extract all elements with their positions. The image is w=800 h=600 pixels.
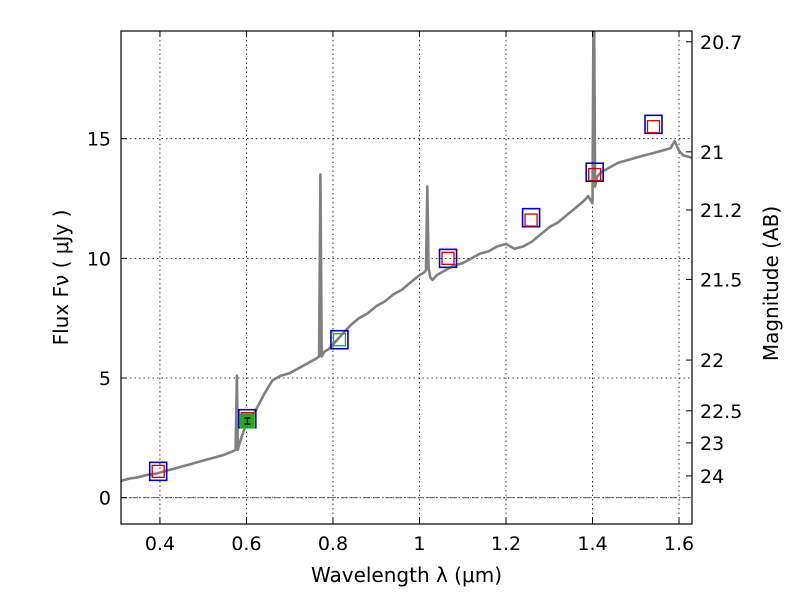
model-spectrum-line <box>121 31 692 483</box>
right-tick-label: 21.5 <box>700 269 742 291</box>
grid-lines <box>121 31 692 524</box>
model-point <box>151 464 165 478</box>
y-tick-label: 0 <box>99 488 111 510</box>
model-point <box>588 167 602 182</box>
right-tick-label: 24 <box>700 466 724 488</box>
right-tick-label: 22.5 <box>700 401 742 423</box>
observed-point <box>148 461 168 482</box>
plot-frame <box>120 30 693 525</box>
tick-labels: 0.4 0.6 0.8 1 1.2 1.4 1.6 0 5 10 15 20.7 21 21.2 21.5 2… <box>87 32 743 555</box>
x-axis-label: Wavelength λ (μm) <box>311 563 502 587</box>
x-tick-label: 0.4 <box>145 533 175 555</box>
y-tick-label: 10 <box>87 248 111 270</box>
observed-point <box>438 248 458 269</box>
right-tick-label: 21.2 <box>700 200 742 222</box>
right-tick-label: 22 <box>700 350 724 372</box>
x-tick-label: 1 <box>413 533 425 555</box>
y-axis-label: Flux Fν ( μJy ) <box>49 210 73 346</box>
right-tick-label: 23 <box>700 433 724 455</box>
x-tick-label: 0.8 <box>318 533 348 555</box>
right-tick-label: 20.7 <box>700 32 742 54</box>
observed-point <box>330 329 349 350</box>
model-point <box>441 251 455 266</box>
model-point <box>524 213 538 227</box>
x-tick-label: 1.4 <box>577 533 607 555</box>
axis-ticks <box>121 31 692 524</box>
right-axis-label: Magnitude (AB) <box>759 206 783 361</box>
model-point <box>332 333 347 347</box>
plot-content <box>121 31 692 499</box>
right-tick-label: 21 <box>700 142 724 164</box>
y-tick-label: 15 <box>87 129 111 151</box>
x-tick-label: 1.2 <box>491 533 521 555</box>
y-tick-label: 5 <box>99 368 111 390</box>
x-tick-label: 0.6 <box>231 533 261 555</box>
x-tick-label: 1.6 <box>664 533 694 555</box>
model-point <box>646 120 661 134</box>
